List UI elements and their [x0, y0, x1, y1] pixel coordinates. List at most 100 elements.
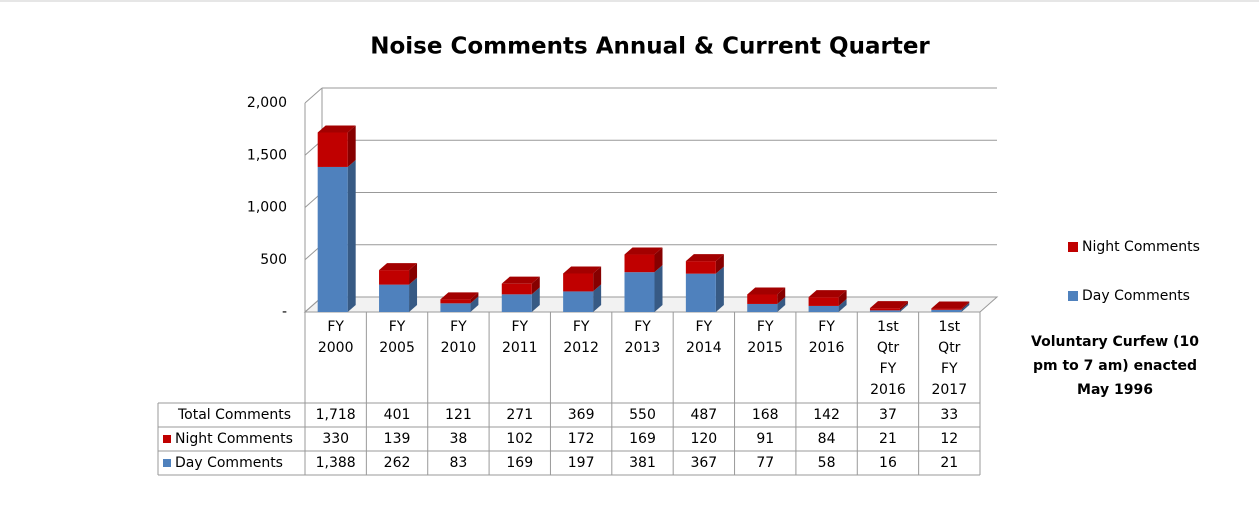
row-label: Day Comments: [175, 455, 283, 471]
bar: [317, 166, 348, 312]
table-value: 168: [752, 407, 779, 423]
x-tick-label: FY 2012: [563, 319, 599, 356]
table-value: 172: [568, 431, 595, 447]
legend-key: [1068, 242, 1078, 252]
bar-side: [899, 301, 908, 311]
x-tick-label-line: FY: [941, 361, 958, 377]
bar-top: [501, 276, 540, 284]
legend-label: Night Comments: [1082, 239, 1200, 255]
bar: [440, 303, 471, 312]
table-value: 142: [813, 407, 840, 423]
x-tick-label: FY 2010: [441, 319, 477, 356]
y-tick-label: -: [282, 304, 287, 320]
bar: [869, 308, 900, 311]
bar-side: [654, 265, 663, 312]
bar: [685, 273, 716, 312]
x-tick-label-line: 2011: [502, 340, 538, 356]
x-tick-label: FY 2000: [318, 319, 354, 356]
table-value: 401: [384, 407, 411, 423]
bar-side: [593, 284, 602, 312]
table-value: 1,718: [316, 407, 356, 423]
y-tick-label: 2,000: [247, 95, 287, 111]
bar-side: [715, 266, 724, 312]
table-value: 58: [818, 455, 836, 471]
bar-side: [531, 276, 540, 295]
x-tick-label-line: FY: [880, 361, 897, 377]
bar-side: [593, 266, 602, 292]
table-value: 91: [756, 431, 774, 447]
bar-top: [747, 287, 786, 295]
bar-side: [347, 159, 356, 312]
table-value: 37: [879, 407, 897, 423]
bar: [931, 309, 962, 312]
legend-key: [163, 459, 171, 467]
x-tick-label-line: 1st: [877, 319, 899, 335]
x-tick-label-line: 2016: [870, 382, 906, 398]
row-label: Night Comments: [175, 431, 293, 447]
table-value: 169: [629, 431, 656, 447]
bar: [563, 291, 594, 312]
bar-side: [838, 298, 847, 312]
x-tick-label-line: 2017: [931, 382, 967, 398]
bar-side: [470, 296, 479, 312]
bar-top: [317, 125, 356, 133]
x-tick-label: FY 2015: [747, 319, 783, 356]
bar-side: [777, 296, 786, 312]
bar: [685, 261, 716, 274]
x-tick-label-line: Qtr: [877, 340, 900, 356]
bar-side: [654, 247, 663, 273]
legend-key: [163, 435, 171, 443]
table-value: 21: [879, 431, 897, 447]
annotation: May 1996: [1077, 382, 1153, 398]
bar: [501, 294, 532, 312]
y-tick-label: 500: [260, 252, 287, 268]
x-tick-label: FY 2005: [379, 319, 415, 356]
bar-side: [531, 287, 540, 312]
bar-side: [715, 254, 724, 274]
y-tick-label: 1,000: [247, 200, 287, 216]
x-tick-label-line: 2012: [563, 340, 599, 356]
x-tick-label-line: 2010: [441, 340, 477, 356]
bar-top: [808, 290, 847, 298]
bar-side: [961, 302, 970, 312]
table-value: 12: [940, 431, 958, 447]
x-tick-label-line: 2005: [379, 340, 415, 356]
x-tick-label-line: 1st: [938, 319, 960, 335]
bar-top: [869, 301, 908, 309]
table-value: 77: [756, 455, 774, 471]
x-tick-label: FY 2013: [625, 319, 661, 356]
bar-side: [899, 303, 908, 312]
bar-top: [931, 301, 970, 309]
x-tick-label-line: FY: [327, 319, 344, 335]
x-tick-label-line: 2000: [318, 340, 354, 356]
x-tick-label-line: 2014: [686, 340, 722, 356]
bar-side: [838, 290, 847, 306]
x-tick-label: FY 2016: [809, 319, 845, 356]
legend-label: Day Comments: [1082, 288, 1190, 304]
x-tick-label-line: 2015: [747, 340, 783, 356]
bar-top: [379, 263, 418, 271]
x-tick-label-line: 2016: [809, 340, 845, 356]
x-tick-label: FY 2014: [686, 319, 722, 356]
row-label: Total Comments: [177, 407, 291, 423]
bar-side: [409, 277, 418, 312]
bar: [317, 132, 348, 167]
table-value: 1,388: [316, 455, 356, 471]
table-value: 139: [384, 431, 411, 447]
grid-line: [304, 87, 323, 104]
x-tick-label-line: FY: [818, 319, 835, 335]
annotation: pm to 7 am) enacted: [1033, 358, 1197, 374]
x-tick-label: 1st Qtr FY 2017: [931, 319, 967, 398]
x-tick-label-line: Qtr: [938, 340, 961, 356]
x-tick-label-line: FY: [450, 319, 467, 335]
x-tick-label-line: FY: [634, 319, 651, 335]
table-value: 33: [940, 407, 958, 423]
table-value: 102: [506, 431, 533, 447]
annotation: Voluntary Curfew (10: [1031, 334, 1199, 350]
table-value: 120: [690, 431, 717, 447]
bar: [624, 254, 655, 273]
bar: [869, 310, 900, 312]
bar-side: [961, 301, 970, 310]
table-value: 197: [568, 455, 595, 471]
